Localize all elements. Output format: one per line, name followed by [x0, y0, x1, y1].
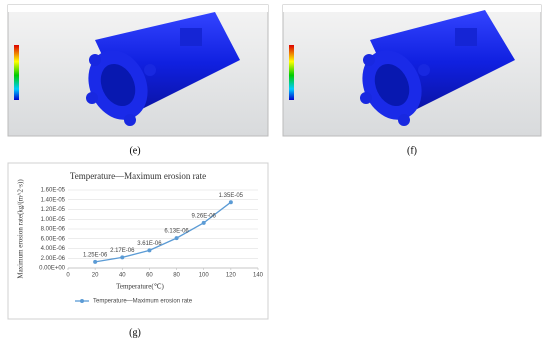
panel-label: (g) — [129, 327, 141, 338]
data-point — [93, 259, 98, 264]
panel-label: (f) — [407, 145, 417, 156]
data-point — [147, 248, 152, 253]
x-tick-label: 40 — [119, 273, 126, 279]
x-tick-label: 80 — [173, 273, 180, 279]
y-tick-label: 1.40E-05 — [41, 197, 66, 203]
chart-frame — [7, 162, 269, 320]
y-tick-label: 1.00E-05 — [41, 217, 66, 223]
legend-marker — [80, 299, 84, 303]
data-point — [201, 220, 206, 225]
y-tick-label: 2.00E-06 — [41, 256, 66, 262]
y-axis-label: Maximum erosion rate(kg/(m^2·s)) — [17, 179, 25, 279]
data-label: 9.26E-06 — [192, 213, 217, 219]
data-label: 6.13E-06 — [164, 229, 189, 235]
y-tick-label: 0.00E+00 — [39, 266, 66, 272]
y-tick-label: 6.00E-06 — [41, 236, 66, 242]
x-tick-label: 60 — [146, 273, 153, 279]
data-point — [120, 255, 125, 260]
y-tick-label: 4.00E-06 — [41, 246, 66, 252]
data-label: 1.25E-06 — [83, 252, 108, 258]
y-tick-label: 1.60E-05 — [41, 188, 66, 194]
legend-label: Temperature—Maximum erosion rate — [93, 299, 193, 305]
data-point — [228, 200, 233, 205]
data-label: 2.17E-06 — [110, 248, 135, 254]
x-tick-label: 20 — [92, 273, 99, 279]
data-label: 1.35E-05 — [219, 193, 244, 199]
chart-title: Temperature—Maximum erosion rate — [70, 171, 206, 181]
y-tick-label: 8.00E-06 — [41, 227, 66, 233]
series-line — [95, 201, 232, 263]
x-tick-label: 120 — [226, 273, 237, 279]
x-axis-label: Temperature(℃) — [116, 283, 164, 291]
y-tick-label: 1.20E-05 — [41, 207, 66, 213]
x-tick-label: 100 — [199, 273, 210, 279]
data-label: 3.61E-06 — [137, 241, 162, 247]
x-tick-label: 0 — [66, 273, 70, 279]
data-point — [174, 236, 179, 241]
panel-f-image — [282, 4, 542, 137]
x-tick-label: 140 — [253, 273, 264, 279]
panel-label: (e) — [129, 145, 140, 156]
panel-e-image — [7, 4, 269, 137]
